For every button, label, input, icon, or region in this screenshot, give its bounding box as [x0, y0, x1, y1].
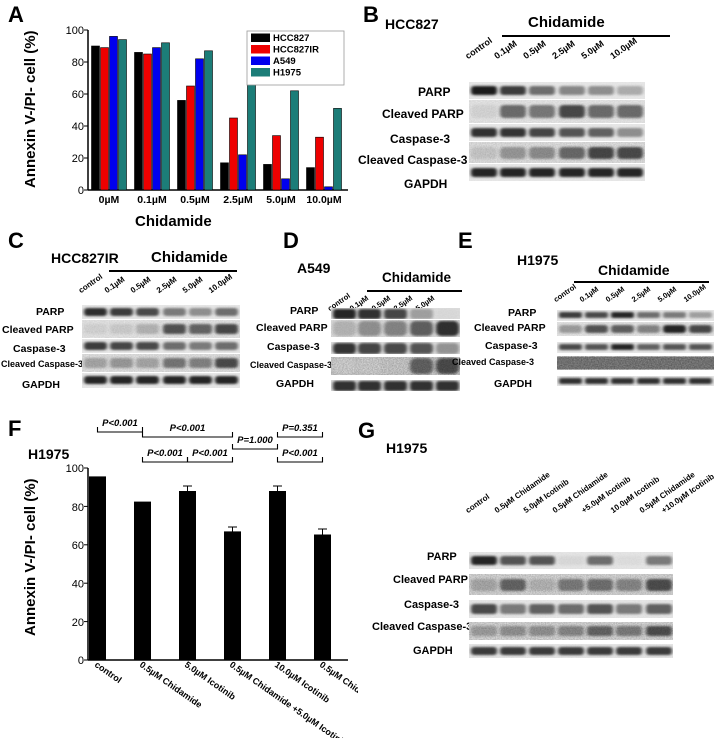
svg-text:2.5µM: 2.5µM: [223, 194, 253, 206]
svg-text:60: 60: [72, 540, 84, 552]
svg-text:HCC827IR: HCC827IR: [273, 45, 319, 56]
svg-text:80: 80: [72, 57, 84, 69]
svg-text:100: 100: [66, 25, 84, 37]
svg-text:P<0.001: P<0.001: [170, 423, 206, 434]
svg-text:60: 60: [72, 89, 84, 101]
svg-text:P=1.000: P=1.000: [237, 435, 273, 446]
svg-text:H1975: H1975: [273, 68, 302, 79]
svg-text:80: 80: [72, 502, 84, 514]
svg-text:100: 100: [66, 463, 84, 475]
svg-text:5.0µM: 5.0µM: [266, 194, 296, 206]
svg-text:P<0.001: P<0.001: [102, 418, 138, 429]
svg-text:0.5µM: 0.5µM: [180, 194, 210, 206]
svg-text:HCC827: HCC827: [273, 33, 309, 44]
svg-text:10.0µM: 10.0µM: [306, 194, 341, 206]
svg-text:P<0.001: P<0.001: [147, 448, 183, 459]
svg-text:20: 20: [72, 153, 84, 165]
svg-text:A549: A549: [273, 56, 296, 67]
svg-text:20: 20: [72, 617, 84, 629]
svg-text:40: 40: [72, 579, 84, 591]
svg-text:0: 0: [78, 655, 84, 667]
svg-text:40: 40: [72, 121, 84, 133]
svg-text:0µM: 0µM: [99, 194, 120, 206]
svg-text:P=0.351: P=0.351: [282, 423, 318, 434]
svg-text:control: control: [93, 659, 124, 685]
svg-text:0: 0: [78, 185, 84, 197]
svg-text:0.1µM: 0.1µM: [137, 194, 167, 206]
svg-text:P<0.001: P<0.001: [192, 448, 228, 459]
svg-text:P<0.001: P<0.001: [282, 448, 318, 459]
